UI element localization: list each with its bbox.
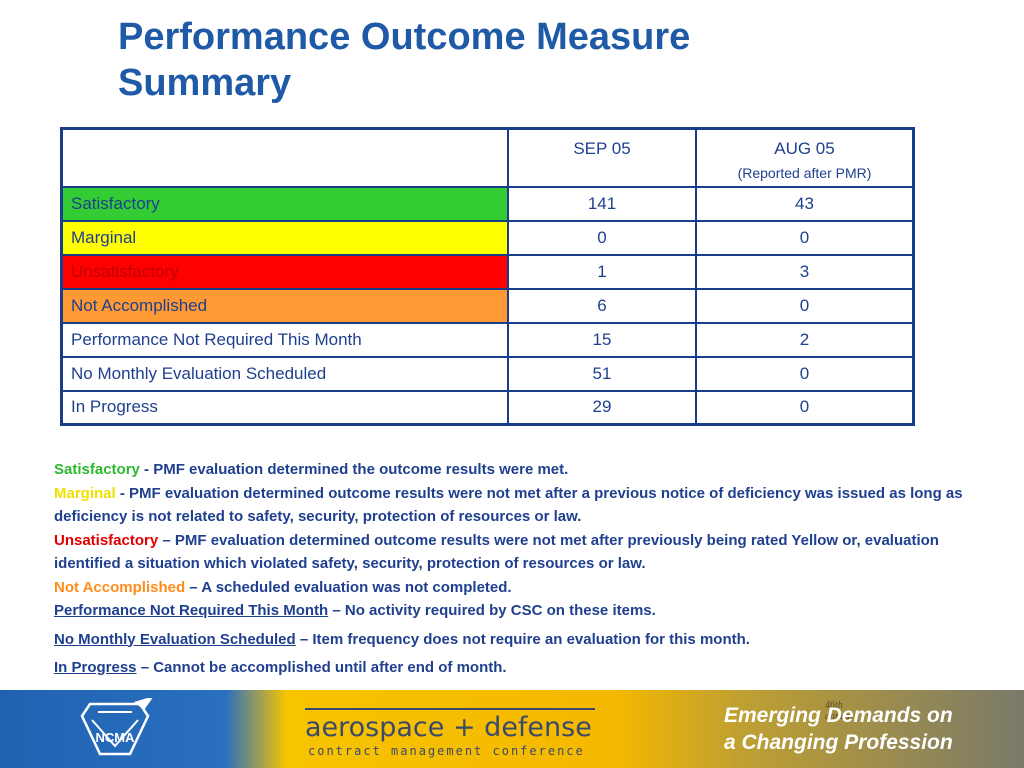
definition-text: – PMF evaluation determined outcome resu… [54, 531, 939, 573]
definition-term: Satisfactory [54, 461, 140, 478]
table-row: Marginal 0 0 [60, 219, 915, 256]
definition-text: – Item frequency does not require an eva… [295, 630, 750, 648]
definition-text: - PMF evaluation determined outcome resu… [54, 484, 963, 526]
table-header-row: SEP 05 AUG 05 (Reported after PMR) [60, 127, 915, 188]
table-row: Satisfactory 141 43 [60, 185, 915, 222]
header-aug-05-label: AUG 05 [774, 139, 835, 158]
cell-sep: 29 [507, 389, 697, 426]
definition-text: - PMF evaluation determined the outcome … [139, 461, 569, 478]
conference-name: aerospace + defense [305, 712, 592, 743]
row-label-performance-not-required: Performance Not Required This Month [60, 321, 509, 358]
definition-text: – A scheduled evaluation was not complet… [185, 578, 512, 596]
definition-unsatisfactory: Unsatisfactory – PMF evaluation determin… [54, 529, 994, 576]
definition-term: In Progress [54, 659, 137, 676]
cell-sep: 1 [507, 253, 697, 290]
definition-term: Unsatisfactory [54, 531, 159, 549]
row-label-not-accomplished: Not Accomplished [60, 287, 509, 324]
table-row: Performance Not Required This Month 15 2 [60, 321, 915, 358]
page-title-line2: Summary [118, 62, 292, 104]
conference-subtitle: contract management conference [308, 744, 585, 758]
page-title: Performance Outcome Measure Summary [118, 14, 898, 106]
cell-aug: 0 [695, 219, 915, 256]
header-sep-05: SEP 05 [507, 127, 697, 188]
definition-term: Marginal [54, 484, 116, 502]
cell-sep: 141 [507, 185, 697, 222]
page-title-line1: Performance Outcome Measure [118, 16, 691, 58]
conference-logo-rule [305, 708, 595, 710]
header-empty-cell [60, 127, 509, 188]
row-label-in-progress: In Progress [60, 389, 509, 426]
definition-in-progress: In Progress – Cannot be accomplished unt… [54, 656, 994, 680]
ncma-logo: NCMA [80, 698, 153, 756]
cell-aug: 2 [695, 321, 915, 358]
tagline-line2: a Changing Profession [724, 731, 953, 754]
cell-aug: 0 [695, 389, 915, 426]
cell-sep: 0 [507, 219, 697, 256]
table-row: Not Accomplished 6 0 [60, 287, 915, 324]
row-label-no-monthly-evaluation: No Monthly Evaluation Scheduled [60, 355, 509, 392]
table-row: In Progress 29 0 [60, 389, 915, 426]
definition-not-accomplished: Not Accomplished – A scheduled evaluatio… [54, 576, 994, 600]
cell-aug: 43 [695, 185, 915, 222]
row-label-satisfactory: Satisfactory [60, 185, 509, 222]
annual-label: 46th annual [825, 700, 853, 722]
row-label-unsatisfactory: Unsatisfactory [60, 253, 509, 290]
ncma-logo-text: NCMA [96, 730, 136, 745]
definition-performance-not-required: Performance Not Required This Month – No… [54, 599, 994, 623]
definition-term: No Monthly Evaluation Scheduled [54, 630, 296, 648]
cell-aug: 0 [695, 287, 915, 324]
cell-sep: 51 [507, 355, 697, 392]
table-row: Unsatisfactory 1 3 [60, 253, 915, 290]
table-row: No Monthly Evaluation Scheduled 51 0 [60, 355, 915, 392]
definition-term: Not Accomplished [54, 578, 186, 596]
row-label-marginal: Marginal [60, 219, 509, 256]
header-aug-05: AUG 05 (Reported after PMR) [695, 127, 915, 188]
definition-term: Performance Not Required This Month [54, 602, 329, 619]
definition-satisfactory: Satisfactory - PMF evaluation determined… [54, 458, 994, 482]
conference-tagline: Emerging Demands on a Changing Professio… [724, 702, 953, 756]
definitions-list: Satisfactory - PMF evaluation determined… [54, 458, 994, 680]
cell-sep: 15 [507, 321, 697, 358]
conference-footer-banner: NCMA 46th annual aerospace + defense con… [0, 690, 1024, 768]
definition-no-monthly-evaluation: No Monthly Evaluation Scheduled – Item f… [54, 628, 994, 652]
tagline-line1: Emerging Demands on [724, 704, 953, 727]
header-aug-05-note: (Reported after PMR) [737, 165, 872, 181]
cell-sep: 6 [507, 287, 697, 324]
definition-text: – Cannot be accomplished until after end… [136, 659, 507, 676]
definition-marginal: Marginal - PMF evaluation determined out… [54, 482, 994, 529]
definition-text: – No activity required by CSC on these i… [328, 602, 656, 619]
outcome-summary-table: SEP 05 AUG 05 (Reported after PMR) Satis… [60, 127, 915, 426]
cell-aug: 3 [695, 253, 915, 290]
cell-aug: 0 [695, 355, 915, 392]
conference-logo: 46th annual aerospace + defense contract… [305, 700, 853, 760]
